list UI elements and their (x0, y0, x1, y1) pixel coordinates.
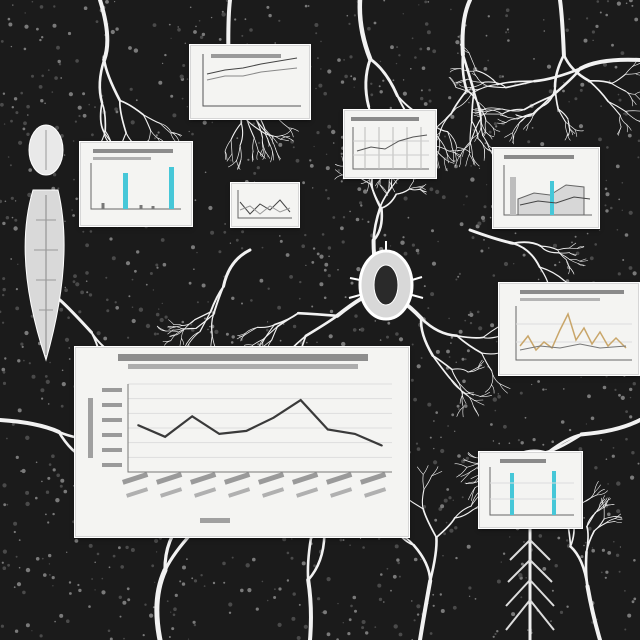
y-tick-label-scribble (102, 403, 122, 407)
card-right-middle (499, 283, 639, 375)
axis-lines (127, 384, 392, 473)
x-tick-label-scribble (292, 471, 319, 485)
mini-bar-chart-2 (489, 459, 574, 516)
card-large-main (75, 347, 409, 537)
data-point (245, 430, 248, 432)
series-line (137, 398, 383, 447)
y-tick-label-scribble (102, 433, 122, 437)
main-chart-subtitle-scribble (128, 364, 358, 369)
x-tick-label-scribble (326, 471, 353, 485)
data-point (327, 428, 329, 431)
y-axis-label-scribble (88, 398, 93, 458)
fern-frond-icon (505, 520, 555, 640)
mini-area-chart (503, 155, 592, 216)
y-tick-label-scribble (102, 418, 122, 422)
mini-line-chart-small (237, 190, 292, 219)
x-tick-label-scribble (364, 487, 387, 498)
main-line-chart (88, 354, 392, 523)
data-point (272, 416, 275, 419)
data-point (381, 444, 383, 447)
data-point (164, 436, 166, 438)
card-upper-right-center (344, 110, 436, 178)
main-chart-title-scribble (118, 354, 368, 361)
card-right-top (493, 148, 599, 228)
x-tick-label-scribble (126, 487, 149, 498)
card-top-center (190, 45, 310, 119)
x-axis-label-scribble (200, 518, 230, 523)
x-tick-label-scribble (262, 487, 285, 498)
x-tick-label-scribble (155, 471, 183, 485)
insect-specimen-icon (24, 124, 65, 362)
x-tick-label-scribble (189, 471, 217, 485)
y-tick-label-scribble (102, 463, 122, 467)
x-tick-label-scribble (122, 471, 149, 485)
mini-bar-chart (90, 149, 181, 210)
data-point (354, 433, 356, 435)
x-tick-label-scribble (296, 487, 319, 498)
x-tick-label-scribble (360, 471, 387, 485)
mini-table-chart (351, 117, 429, 170)
x-tick-label-scribble (224, 471, 251, 485)
seed-pod-icon (348, 241, 424, 321)
y-tick-label-scribble (102, 388, 122, 392)
x-tick-label-scribble (160, 487, 183, 498)
x-tick-label-scribble (258, 471, 285, 485)
x-tick-label-scribble (330, 487, 353, 498)
card-right-lower-bars (479, 452, 582, 528)
y-tick-label-scribble (102, 448, 122, 452)
mini-line-chart (202, 54, 301, 107)
mini-line-chart-wide (515, 290, 632, 361)
x-tick-label-scribble (194, 487, 217, 498)
data-point (137, 424, 139, 426)
data-point (299, 399, 302, 401)
x-tick-label-scribble (228, 487, 251, 498)
card-small-center (231, 183, 299, 227)
card-left-bars (80, 142, 192, 226)
data-point (191, 415, 193, 418)
data-point (218, 433, 221, 435)
